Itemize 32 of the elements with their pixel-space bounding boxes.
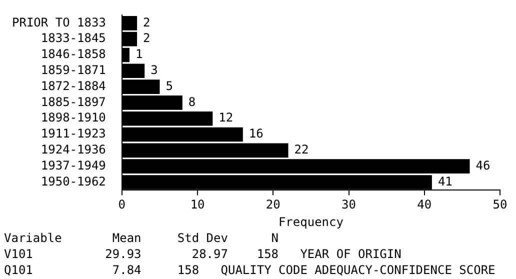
x-tick-label: 10 [190, 198, 205, 212]
y-tick-label: 1898-1910 [40, 110, 106, 125]
x-tick-label: 50 [492, 198, 508, 212]
text: Variable Mean Std Dev N [4, 230, 280, 246]
x-tick-label: 0 [118, 198, 126, 212]
x-tick-label: 30 [342, 198, 356, 212]
data-label: 3 [150, 63, 158, 78]
text: V101 29.93 28.97 158 YEAR OF ORIGIN [4, 246, 402, 262]
y-tick-label: 1833-1845 [40, 31, 106, 46]
y-tick-label: 1911-1923 [40, 126, 106, 141]
y-tick-label: 1872-1884 [40, 78, 106, 93]
y-tick-label: 1885-1897 [40, 94, 106, 109]
data-label: 22 [294, 142, 309, 157]
data-label: 5 [166, 78, 173, 93]
data-label: 1 [135, 47, 143, 62]
data-label: 16 [248, 126, 264, 141]
data-label: 12 [218, 110, 234, 125]
data-label: 2 [143, 15, 150, 30]
y-tick-label: 1950-1962 [40, 174, 106, 188]
y-tick-label: 1937-1949 [40, 158, 106, 172]
data-label: 8 [188, 94, 196, 109]
text: Q101 7.84 158 QUALITY CODE ADEQUACY-CONFIDENCE SCORE [4, 262, 496, 278]
y-tick-label: 1846-1858 [40, 47, 106, 62]
x-tick-label: 40 [417, 198, 432, 212]
y-tick-label: 1859-1871 [40, 63, 106, 78]
data-label: 41 [438, 174, 452, 188]
data-label: 46 [476, 158, 490, 172]
x-tick-label: 20 [266, 198, 280, 212]
x-axis-title: Frequency [278, 214, 344, 229]
y-tick-label: PRIOR TO 1833 [12, 15, 106, 30]
data-label: 2 [143, 31, 150, 46]
y-tick-label: 1924-1936 [40, 142, 106, 157]
